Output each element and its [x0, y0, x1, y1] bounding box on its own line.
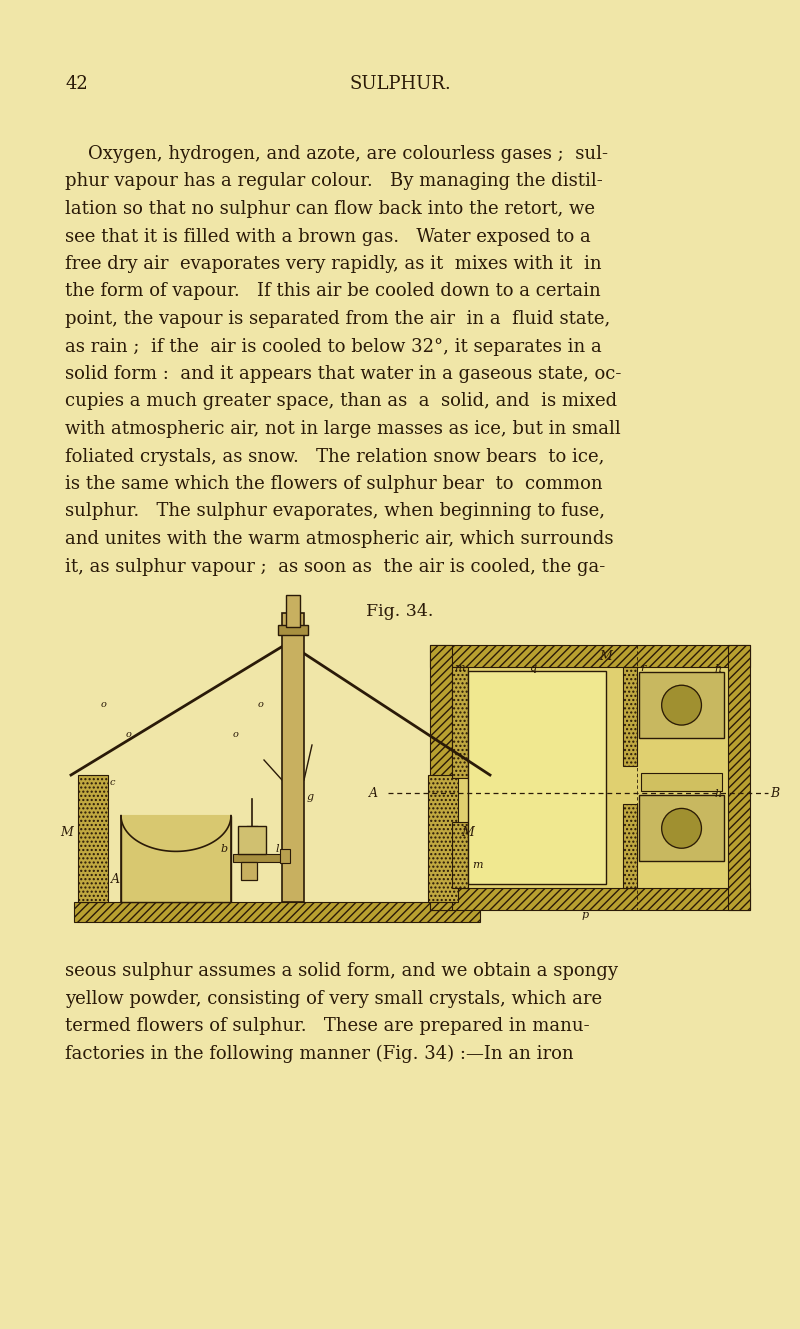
Text: seous sulphur assumes a solid form, and we obtain a spongy: seous sulphur assumes a solid form, and …: [65, 962, 618, 979]
Text: o: o: [233, 730, 239, 739]
Bar: [430, 645, 452, 910]
Circle shape: [662, 686, 702, 726]
Text: termed flowers of sulphur.   These are prepared in manu-: termed flowers of sulphur. These are pre…: [65, 1017, 590, 1035]
Text: 42: 42: [66, 74, 89, 93]
Text: sulphur.   The sulphur evaporates, when beginning to fuse,: sulphur. The sulphur evaporates, when be…: [65, 502, 605, 521]
Text: cupies a much greater space, than as  a  solid, and  is mixed: cupies a much greater space, than as a s…: [65, 392, 617, 411]
Text: m: m: [472, 860, 482, 870]
Text: o: o: [126, 730, 132, 739]
Text: g: g: [307, 792, 314, 801]
Text: h: h: [714, 789, 721, 800]
Text: l: l: [276, 844, 279, 853]
Text: M: M: [60, 825, 73, 839]
Text: free dry air  evaporates very rapidly, as it  mixes with it  in: free dry air evaporates very rapidly, as…: [65, 255, 602, 272]
Text: B: B: [770, 787, 779, 800]
Text: Fig. 34.: Fig. 34.: [366, 603, 434, 621]
Text: q: q: [530, 663, 537, 672]
Bar: [728, 645, 750, 910]
Bar: [452, 821, 468, 888]
Bar: [238, 825, 266, 853]
Text: o: o: [258, 700, 264, 708]
Text: lation so that no sulphur can flow back into the retort, we: lation so that no sulphur can flow back …: [65, 199, 595, 218]
Text: SULPHUR.: SULPHUR.: [349, 74, 451, 93]
Text: is the same which the flowers of sulphur bear  to  common: is the same which the flowers of sulphur…: [65, 474, 602, 493]
Text: M: M: [461, 825, 474, 839]
Text: Oxygen, hydrogen, and azote, are colourless gases ;  sul-: Oxygen, hydrogen, and azote, are colourl…: [65, 145, 608, 163]
Text: M: M: [600, 650, 612, 662]
Text: and unites with the warm atmospheric air, which surrounds: and unites with the warm atmospheric air…: [65, 530, 614, 548]
Bar: [452, 667, 728, 888]
Bar: [430, 645, 750, 667]
Bar: [641, 773, 722, 791]
Bar: [280, 849, 290, 863]
Text: factories in the following manner (Fig. 34) :—In an iron: factories in the following manner (Fig. …: [65, 1045, 574, 1063]
Text: the form of vapour.   If this air be cooled down to a certain: the form of vapour. If this air be coole…: [65, 283, 601, 300]
Text: A: A: [111, 873, 120, 886]
Text: point, the vapour is separated from the air  in a  fluid state,: point, the vapour is separated from the …: [65, 310, 610, 328]
Bar: [623, 804, 637, 888]
Text: o: o: [101, 700, 107, 708]
Bar: [78, 775, 108, 902]
Text: b: b: [221, 844, 228, 853]
Bar: [282, 613, 304, 902]
Polygon shape: [121, 816, 231, 852]
Bar: [74, 902, 480, 922]
Bar: [468, 671, 606, 884]
Bar: [233, 853, 281, 861]
Bar: [121, 816, 231, 902]
Text: phur vapour has a regular colour.   By managing the distil-: phur vapour has a regular colour. By man…: [65, 173, 602, 190]
Bar: [241, 861, 257, 880]
Circle shape: [662, 808, 702, 848]
Bar: [286, 595, 300, 627]
Text: A: A: [369, 787, 378, 800]
Text: with atmospheric air, not in large masses as ice, but in small: with atmospheric air, not in large masse…: [65, 420, 621, 439]
Bar: [623, 667, 637, 767]
Text: see that it is filled with a brown gas.   Water exposed to a: see that it is filled with a brown gas. …: [65, 227, 590, 246]
Text: it, as sulphur vapour ;  as soon as  the air is cooled, the ga-: it, as sulphur vapour ; as soon as the a…: [65, 557, 606, 575]
Text: solid form :  and it appears that water in a gaseous state, oc-: solid form : and it appears that water i…: [65, 365, 622, 383]
Bar: [278, 625, 308, 635]
Text: r: r: [640, 663, 646, 672]
Bar: [639, 672, 724, 739]
Bar: [428, 775, 458, 902]
Bar: [430, 888, 750, 910]
Text: m: m: [454, 663, 465, 672]
Bar: [452, 667, 468, 777]
Text: c: c: [110, 777, 115, 787]
Bar: [639, 795, 724, 861]
Text: h: h: [714, 664, 721, 674]
Text: yellow powder, consisting of very small crystals, which are: yellow powder, consisting of very small …: [65, 990, 602, 1007]
Text: p: p: [582, 910, 589, 920]
Text: foliated crystals, as snow.   The relation snow bears  to ice,: foliated crystals, as snow. The relation…: [65, 448, 604, 465]
Text: as rain ;  if the  air is cooled to below 32°, it separates in a: as rain ; if the air is cooled to below …: [65, 338, 602, 355]
